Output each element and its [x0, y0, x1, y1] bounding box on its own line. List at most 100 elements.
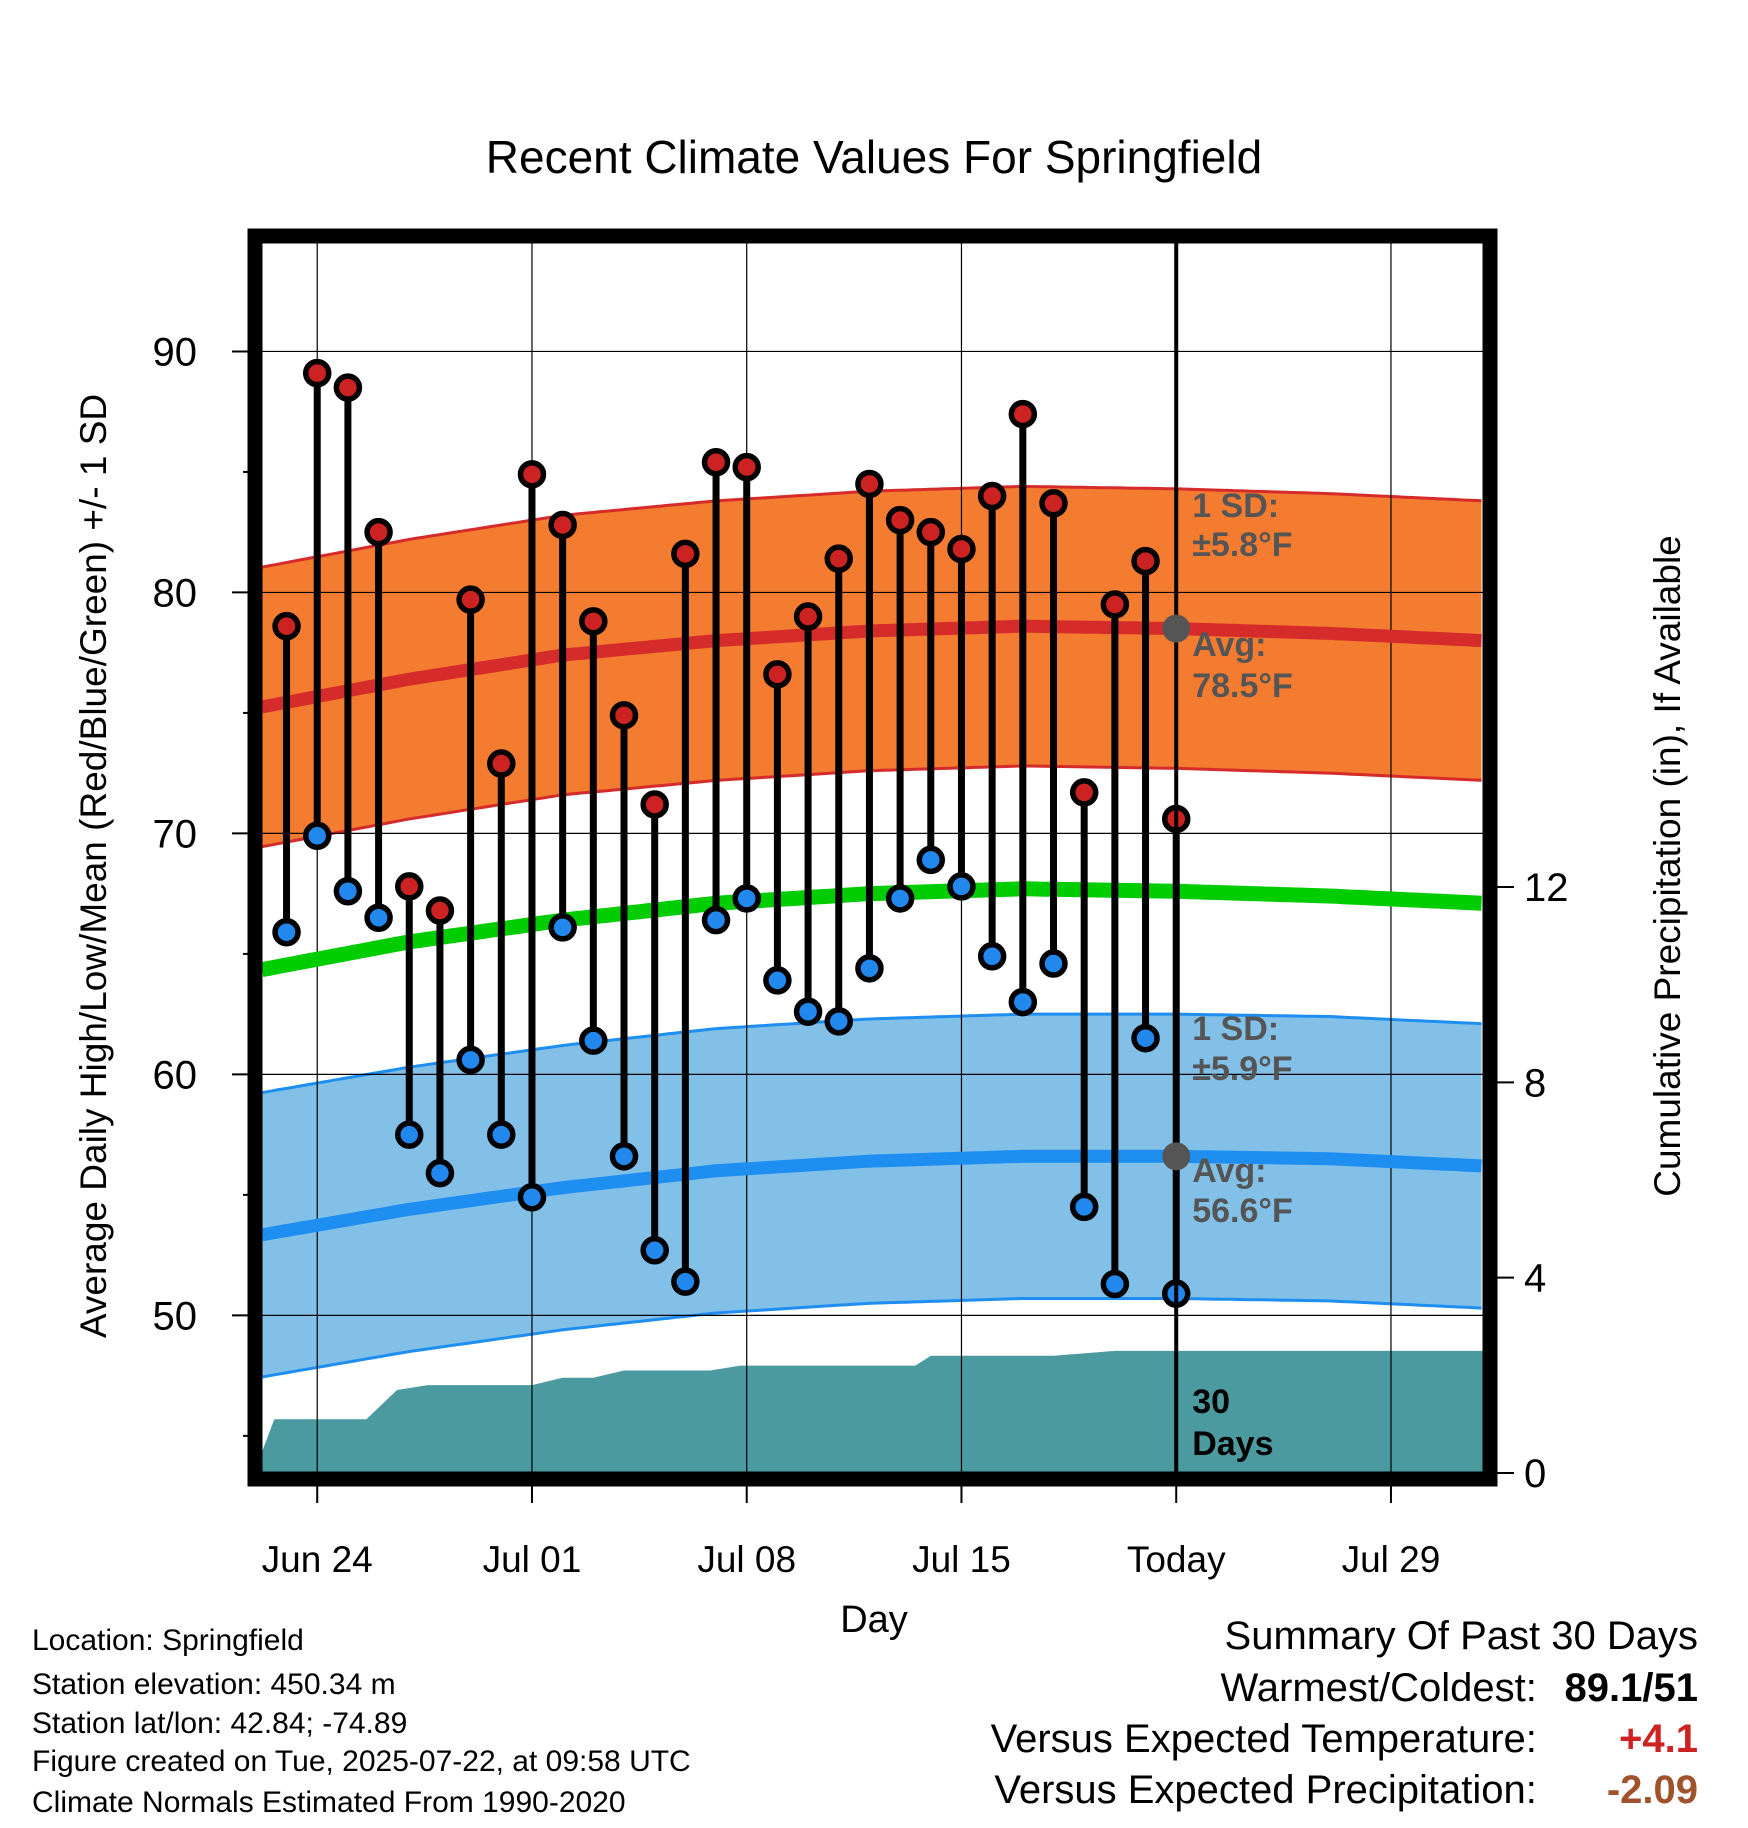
plot-frame	[247, 228, 1498, 1487]
footer-latlon: Station lat/lon: 42.84; -74.89	[32, 1707, 408, 1740]
observed-high-point-2	[333, 373, 363, 402]
axes: Jun 24 Jul 01 Jul 08 Jul 15 Today Jul 29 50 60 7…	[153, 228, 1569, 1580]
normal-low-line	[262, 1149, 1482, 1242]
observed-low-point-13	[671, 1267, 700, 1296]
observed-high-point-11	[609, 701, 639, 730]
y-left-tick-label-0: 50	[153, 1294, 198, 1338]
y-left-tick-label-1: 60	[153, 1053, 198, 1097]
observed-low-point-24	[1008, 987, 1038, 1017]
x-tick-label-0: Jun 24	[262, 1539, 373, 1580]
observed-low-point-25	[1039, 949, 1068, 978]
chart-title: Recent Climate Values For Springfield	[486, 131, 1262, 183]
today-high-marker	[1162, 614, 1191, 643]
observed-high-point-20	[885, 505, 915, 535]
high-avg-label: Avg:	[1192, 626, 1266, 664]
today-low-marker	[1162, 1142, 1191, 1171]
y-right-tick-label-2: 8	[1524, 1061, 1546, 1105]
x-tick-label-1: Jul 01	[483, 1539, 582, 1580]
observed-high-point-24	[1008, 399, 1038, 429]
observed-high-point-23	[977, 481, 1007, 511]
observed-high-point-1	[302, 358, 332, 388]
summary-precip-value: -2.09	[1606, 1768, 1698, 1812]
summary-temp-value: +4.1	[1619, 1717, 1698, 1761]
observed-low-point-8	[517, 1183, 547, 1212]
observed-low-point-1	[302, 821, 332, 851]
footer-created: Figure created on Tue, 2025-07-22, at 09…	[32, 1745, 691, 1778]
observed-high-point-19	[855, 469, 884, 499]
low-sd-band	[262, 1014, 1482, 1377]
summary-temp-label: Versus Expected Temperature:	[990, 1717, 1537, 1761]
observed-high-point-17	[793, 602, 823, 631]
observed-high-point-18	[824, 544, 854, 573]
high-avg-value: 78.5°F	[1192, 667, 1293, 705]
x-tick-label-2: Jul 08	[697, 1539, 796, 1580]
observed-high-point-13	[671, 539, 700, 569]
low-sd-label: 1 SD:	[1192, 1010, 1279, 1048]
x-tick-label-4: Today	[1127, 1539, 1226, 1580]
summary-temp-row: Versus Expected Temperature: +4.1	[991, 1717, 1698, 1762]
observed-low-point-28	[1131, 1023, 1160, 1053]
summary-warmest-label: Warmest/Coldest:	[1220, 1666, 1537, 1710]
y-left-tick-label-3: 80	[153, 571, 198, 615]
observed-low-point-5	[425, 1158, 455, 1188]
days-number-label: 30	[1192, 1383, 1230, 1421]
observed-high-point-8	[517, 460, 547, 489]
observed-low-point-17	[793, 997, 823, 1026]
observed-low-point-27	[1100, 1269, 1130, 1299]
observed-high-point-21	[916, 517, 946, 547]
observed-low-point-10	[579, 1026, 608, 1055]
observed-low-point-21	[916, 845, 946, 875]
y-right-tick-label-0: 0	[1524, 1452, 1546, 1496]
y-right-tick-label-3: 12	[1524, 866, 1569, 910]
observed-high-point-4	[395, 872, 424, 901]
observed-low-point-14	[701, 905, 731, 935]
observed-high-point-5	[425, 896, 455, 925]
observed-low-point-19	[855, 954, 884, 983]
footer-location: Location: Springfield	[32, 1624, 304, 1657]
observed-high-point-22	[947, 534, 976, 564]
observed-low-point-23	[977, 942, 1007, 971]
observed-low-point-2	[333, 876, 363, 906]
observed-low-point-6	[456, 1045, 485, 1075]
summary-warmest-value: 89.1/51	[1564, 1666, 1698, 1710]
observed-high-point-9	[548, 510, 577, 540]
footer-normals: Climate Normals Estimated From 1990-2020	[32, 1786, 626, 1819]
summary-precip-label: Versus Expected Precipitation:	[994, 1768, 1537, 1812]
low-band-lower-edge	[262, 1297, 1482, 1379]
high-sd-label: 1 SD:	[1192, 487, 1279, 525]
x-tick-label-3: Jul 15	[912, 1539, 1011, 1580]
observed-low-point-9	[548, 913, 577, 942]
observed-low-point-4	[395, 1120, 424, 1149]
y-left-tick-label-2: 70	[153, 812, 198, 856]
x-tick-label-5: Jul 29	[1342, 1539, 1441, 1580]
observed-low-point-11	[609, 1142, 639, 1171]
observed-low-point-18	[824, 1007, 854, 1036]
observed-high-point-6	[456, 585, 485, 614]
observed-high-point-10	[579, 607, 608, 636]
summary-warmest-row: Warmest/Coldest: 89.1/51	[1221, 1666, 1699, 1711]
y-axis-label-right: Cumulative Precipitation (in), If Availa…	[1647, 535, 1688, 1197]
observed-high-point-25	[1039, 489, 1068, 518]
observed-low-point-0	[272, 917, 301, 947]
observed-low-point-20	[885, 884, 915, 913]
observed-high-point-0	[272, 611, 301, 641]
observed-high-point-7	[487, 749, 516, 778]
low-avg-label: Avg:	[1192, 1152, 1266, 1190]
observed-high-point-28	[1131, 546, 1160, 576]
summary-title: Summary Of Past 30 Days	[1224, 1614, 1698, 1658]
precip-area	[262, 1350, 1483, 1472]
x-axis-label: Day	[840, 1599, 908, 1641]
footer-elevation: Station elevation: 450.34 m	[32, 1668, 396, 1701]
low-sd-value: ±5.9°F	[1192, 1050, 1292, 1088]
observed-high-point-14	[701, 448, 731, 477]
observed-high-point-27	[1100, 590, 1130, 619]
observed-high-point-12	[640, 790, 669, 819]
y-right-tick-label-1: 4	[1524, 1257, 1546, 1301]
observed-low-point-15	[732, 884, 761, 913]
low-avg-value: 56.6°F	[1192, 1192, 1293, 1230]
observed-high-point-26	[1069, 778, 1099, 807]
high-sd-value: ±5.8°F	[1192, 526, 1292, 564]
summary-precip-row: Versus Expected Precipitation: -2.09	[994, 1768, 1698, 1813]
